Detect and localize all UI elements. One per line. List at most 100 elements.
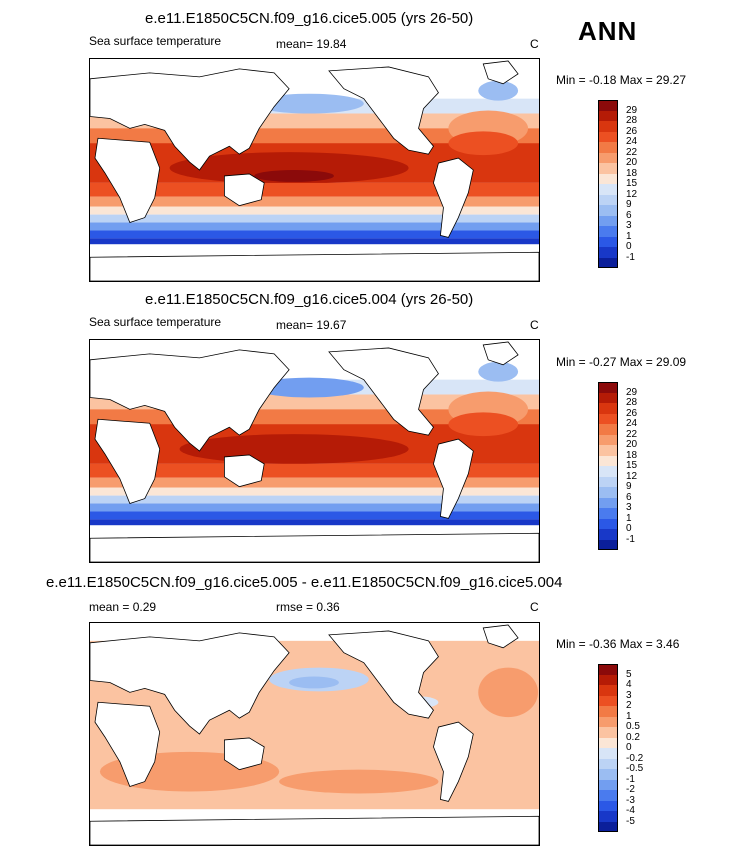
colorbar-swatch (598, 194, 618, 205)
colorbar-tick-label: 20 (626, 439, 638, 450)
panel3-map (89, 622, 540, 846)
colorbar-swatch (598, 184, 618, 195)
panel1-units: C (530, 37, 539, 51)
colorbar-tick-label: 5 (626, 668, 632, 680)
panel2-mean-label: mean= 19.67 (276, 318, 347, 332)
colorbar-tick-label: 9 (626, 199, 632, 210)
colorbar-swatch (598, 748, 618, 759)
colorbar-tick-label: 0 (626, 742, 632, 753)
panel2-title: e.e11.E1850C5CN.f09_g16.cice5.004 (yrs 2… (145, 291, 474, 308)
colorbar-swatch (598, 685, 618, 696)
colorbar-swatch (598, 152, 618, 163)
panel3-map-svg (90, 623, 539, 845)
colorbar-tick-label: 18 (626, 449, 638, 461)
colorbar-swatch (598, 811, 618, 822)
colorbar-swatch (598, 205, 618, 216)
colorbar-tick-label: 4 (626, 679, 632, 690)
colorbar-swatch (598, 392, 618, 403)
colorbar-swatch (598, 236, 618, 247)
colorbar-tick-label: -2 (626, 784, 635, 795)
colorbar-swatch (598, 497, 618, 508)
colorbar-swatch (598, 215, 618, 226)
colorbar-tick-label: 22 (626, 146, 638, 158)
colorbar-swatch (598, 508, 618, 519)
colorbar-swatch (598, 466, 618, 477)
panel1-variable-label: Sea surface temperature (89, 34, 222, 48)
colorbar-swatch (598, 476, 618, 487)
colorbar-swatch (598, 247, 618, 258)
colorbar-tick-label: 3 (626, 689, 632, 701)
panel1-title: e.e11.E1850C5CN.f09_g16.cice5.005 (yrs 2… (145, 10, 474, 27)
colorbar-tick-label: 9 (626, 481, 632, 492)
colorbar-tick-label: 28 (626, 115, 638, 126)
colorbar-tick-label: 6 (626, 491, 632, 503)
colorbar-tick-label: 29 (626, 386, 638, 398)
colorbar-swatch (598, 173, 618, 184)
colorbar-swatch (598, 163, 618, 174)
colorbar-tick-label: 26 (626, 125, 638, 137)
panel3-units: C (530, 600, 539, 614)
colorbar-swatch (598, 539, 618, 550)
colorbar-tick-label: 0.2 (626, 731, 640, 743)
panel3-minmax: Min = -0.36 Max = 3.46 (556, 637, 680, 651)
panel3-rmse-label: rmse = 0.36 (276, 600, 340, 614)
panel2-map (89, 339, 540, 563)
colorbar-swatch (598, 737, 618, 748)
colorbar-swatch (598, 790, 618, 801)
panel3-title: e.e11.E1850C5CN.f09_g16.cice5.005 - e.e1… (46, 574, 563, 591)
colorbar-swatch (598, 779, 618, 790)
colorbar-tick-label: 15 (626, 178, 638, 189)
colorbar-tick-label: 6 (626, 209, 632, 221)
colorbar-swatch (598, 758, 618, 769)
colorbar-swatch (598, 674, 618, 685)
colorbar-swatch (598, 716, 618, 727)
colorbar-tick-label: 1 (626, 710, 632, 722)
panel3-colorbar (598, 664, 618, 832)
panel1-colorbar (598, 100, 618, 268)
colorbar-swatch (598, 403, 618, 414)
colorbar-tick-label: 22 (626, 428, 638, 440)
colorbar-tick-label: 0 (626, 523, 632, 534)
panel2-variable-label: Sea surface temperature (89, 315, 222, 329)
panel1-map (89, 58, 540, 282)
colorbar-swatch (598, 821, 618, 832)
colorbar-tick-label: 24 (626, 136, 638, 147)
panel1-mean-label: mean= 19.84 (276, 37, 347, 51)
colorbar-swatch (598, 382, 618, 393)
colorbar-swatch (598, 226, 618, 237)
colorbar-swatch (598, 110, 618, 121)
colorbar-swatch (598, 455, 618, 466)
colorbar-tick-label: 29 (626, 104, 638, 116)
colorbar-tick-label: 20 (626, 157, 638, 168)
colorbar-swatch (598, 121, 618, 132)
colorbar-tick-label: 1 (626, 230, 632, 242)
panel2-colorbar (598, 382, 618, 550)
colorbar-swatch (598, 769, 618, 780)
panel1-minmax: Min = -0.18 Max = 29.27 (556, 73, 687, 87)
colorbar-swatch (598, 664, 618, 675)
colorbar-swatch (598, 445, 618, 456)
panel2-units: C (530, 318, 539, 332)
colorbar-tick-label: 3 (626, 220, 632, 231)
colorbar-tick-label: -5 (626, 815, 635, 827)
colorbar-swatch (598, 257, 618, 268)
season-label: ANN (578, 16, 638, 46)
colorbar-tick-label: 12 (626, 470, 638, 482)
colorbar-swatch (598, 529, 618, 540)
panel2-map-svg (90, 340, 539, 562)
panel2-minmax: Min = -0.27 Max = 29.09 (556, 355, 687, 369)
colorbar-tick-label: 0 (626, 241, 632, 252)
colorbar-tick-label: 12 (626, 188, 638, 200)
colorbar-tick-label: 0.5 (626, 721, 640, 732)
colorbar-swatch (598, 727, 618, 738)
colorbar-tick-label: 24 (626, 418, 638, 429)
colorbar-tick-label: 3 (626, 502, 632, 513)
colorbar-swatch (598, 706, 618, 717)
colorbar-swatch (598, 424, 618, 435)
colorbar-swatch (598, 695, 618, 706)
colorbar-tick-label: -0.5 (626, 763, 644, 774)
colorbar-tick-label: -1 (626, 773, 635, 785)
colorbar-swatch (598, 518, 618, 529)
colorbar-tick-label: 28 (626, 397, 638, 408)
